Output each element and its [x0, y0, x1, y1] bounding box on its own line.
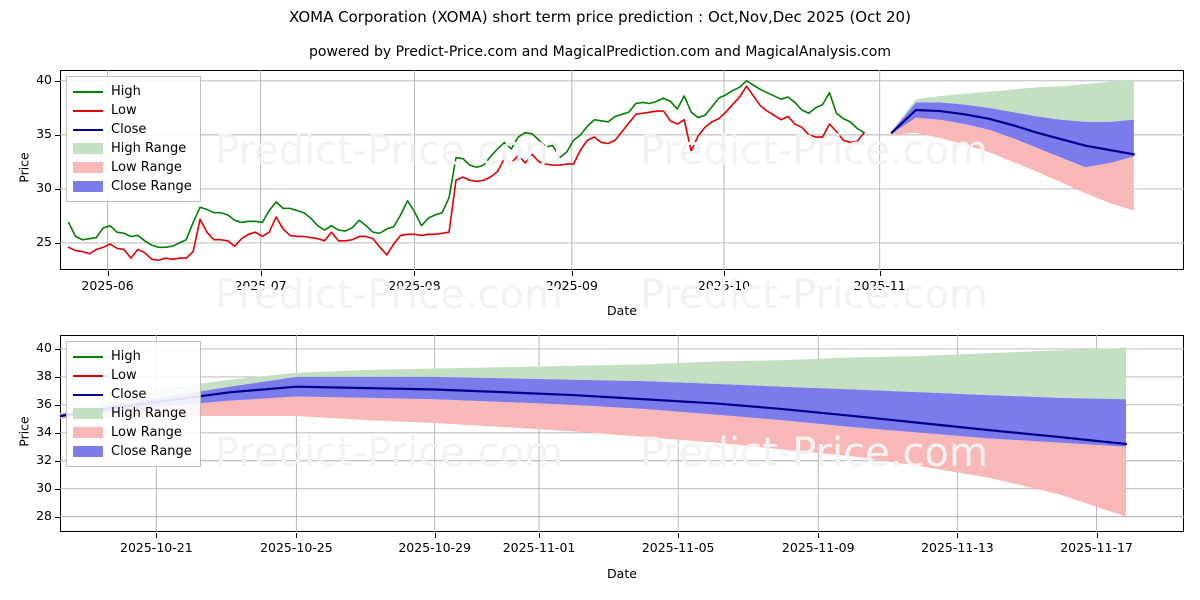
- top-chart-xtick-mark: [260, 271, 262, 276]
- bottom-chart-xtick: 2025-11-05: [641, 540, 715, 555]
- bottom-chart-legend-item: High Range: [73, 404, 192, 423]
- top-chart-xtick-mark: [107, 271, 109, 276]
- top-chart-xlabel: Date: [607, 303, 637, 318]
- legend-label: High: [111, 84, 141, 99]
- top-chart-xtick: 2025-10: [697, 278, 751, 293]
- bottom-chart-legend-item: High: [73, 347, 192, 366]
- bottom-chart-ytick-mark: [55, 376, 60, 378]
- legend-line-swatch: [73, 90, 103, 93]
- legend-line-swatch: [73, 109, 103, 112]
- legend-patch-swatch: [73, 181, 103, 192]
- bottom-chart-xtick-mark: [818, 533, 820, 538]
- bottom-chart-legend-item: Low: [73, 366, 192, 385]
- legend-line-swatch: [73, 355, 103, 358]
- bottom-chart-xtick-mark: [957, 533, 959, 538]
- bottom-chart-ytick: 36: [36, 395, 52, 411]
- legend-label: Low Range: [111, 160, 182, 175]
- top-chart-panel: [60, 70, 1184, 270]
- legend-patch-swatch: [73, 162, 103, 173]
- bottom-chart-ytick: 34: [36, 423, 52, 439]
- top-chart-xtick-mark: [571, 271, 573, 276]
- top-chart-xtick: 2025-11: [853, 278, 906, 293]
- bottom-chart-ytick-mark: [55, 488, 60, 490]
- bottom-chart-xtick-mark: [539, 533, 541, 538]
- bottom-chart-legend-item: Low Range: [73, 423, 192, 442]
- page-title: XOMA Corporation (XOMA) short term price…: [289, 8, 911, 26]
- top-chart-xtick-mark: [724, 271, 726, 276]
- bottom-chart-panel: [60, 335, 1184, 532]
- legend-label: Low: [111, 368, 137, 383]
- top-chart-legend-item: Close Range: [73, 177, 192, 196]
- top-chart-legend-item: Close: [73, 120, 192, 139]
- bottom-chart-xtick: 2025-10-25: [260, 540, 333, 555]
- legend-label: Close Range: [111, 179, 192, 194]
- top-chart-xtick: 2025-08: [388, 278, 441, 293]
- page-subtitle: powered by Predict-Price.com and Magical…: [309, 44, 891, 60]
- legend-label: High: [111, 349, 141, 364]
- top-chart-ytick: 30: [36, 179, 52, 195]
- bottom-chart-ytick: 38: [36, 367, 52, 383]
- legend-label: Close: [111, 387, 147, 402]
- legend-line-swatch: [73, 128, 103, 131]
- top-chart-ytick-mark: [55, 80, 60, 82]
- bottom-chart-xlabel: Date: [607, 566, 637, 581]
- bottom-chart-ytick-mark: [55, 348, 60, 350]
- bottom-chart-ytick-mark: [55, 460, 60, 462]
- top-chart-xtick: 2025-06: [81, 278, 134, 293]
- bottom-chart-xtick: 2025-11-13: [921, 540, 994, 555]
- bottom-chart-xtick: 2025-11-01: [502, 540, 576, 555]
- top-chart-ytick: 35: [36, 125, 52, 141]
- legend-label: Close: [111, 122, 147, 137]
- bottom-chart-legend-item: Close Range: [73, 442, 192, 461]
- top-chart-ytick-mark: [55, 134, 60, 136]
- legend-patch-swatch: [73, 143, 103, 154]
- legend-label: Low Range: [111, 425, 182, 440]
- bottom-chart-xtick-mark: [156, 533, 158, 538]
- top-chart-legend-item: Low: [73, 101, 192, 120]
- top-chart-ytick-mark: [55, 188, 60, 190]
- bottom-chart-xtick: 2025-11-17: [1060, 540, 1133, 555]
- bottom-chart-xtick-mark: [678, 533, 680, 538]
- legend-line-swatch: [73, 374, 103, 377]
- bottom-chart-xtick: 2025-11-09: [781, 540, 855, 555]
- legend-label: High Range: [111, 141, 187, 156]
- legend-label: Low: [111, 103, 137, 118]
- top-chart-plot: [60, 70, 1184, 270]
- bottom-chart-ytick: 32: [36, 451, 52, 467]
- bottom-chart-ytick: 40: [36, 339, 52, 355]
- top-chart-legend: High Low Close High Range Low Range Close Ran…: [66, 76, 201, 202]
- top-chart-ytick: 40: [36, 71, 52, 87]
- top-chart-xtick: 2025-09: [545, 278, 598, 293]
- legend-patch-swatch: [73, 408, 103, 419]
- top-chart-xtick-mark: [879, 271, 881, 276]
- legend-label: High Range: [111, 406, 187, 421]
- bottom-chart-xtick: 2025-10-29: [398, 540, 471, 555]
- bottom-chart-xtick-mark: [296, 533, 298, 538]
- bottom-chart-legend-item: Close: [73, 385, 192, 404]
- bottom-chart-ytick-mark: [55, 432, 60, 434]
- bottom-chart-plot: [60, 335, 1184, 532]
- bottom-chart-xtick: 2025-10-21: [120, 540, 193, 555]
- bottom-chart-ytick: 30: [36, 479, 52, 495]
- bottom-chart-ytick-mark: [55, 516, 60, 518]
- legend-patch-swatch: [73, 446, 103, 457]
- bottom-chart-xtick-mark: [1096, 533, 1098, 538]
- legend-patch-swatch: [73, 427, 103, 438]
- legend-label: Close Range: [111, 444, 192, 459]
- top-chart-xtick: 2025-07: [234, 278, 287, 293]
- bottom-chart-ytick: 28: [36, 507, 52, 523]
- top-chart-ytick: 25: [36, 233, 52, 249]
- top-chart-ytick-mark: [55, 242, 60, 244]
- top-chart-xtick-mark: [414, 271, 416, 276]
- bottom-chart-xtick-mark: [434, 533, 436, 538]
- top-chart-legend-item: High Range: [73, 139, 192, 158]
- legend-line-swatch: [73, 393, 103, 396]
- bottom-chart-ytick-mark: [55, 404, 60, 406]
- top-chart-legend-item: High: [73, 82, 192, 101]
- bottom-chart-legend: High Low Close High Range Low Range Close Ran…: [66, 341, 201, 467]
- top-chart-legend-item: Low Range: [73, 158, 192, 177]
